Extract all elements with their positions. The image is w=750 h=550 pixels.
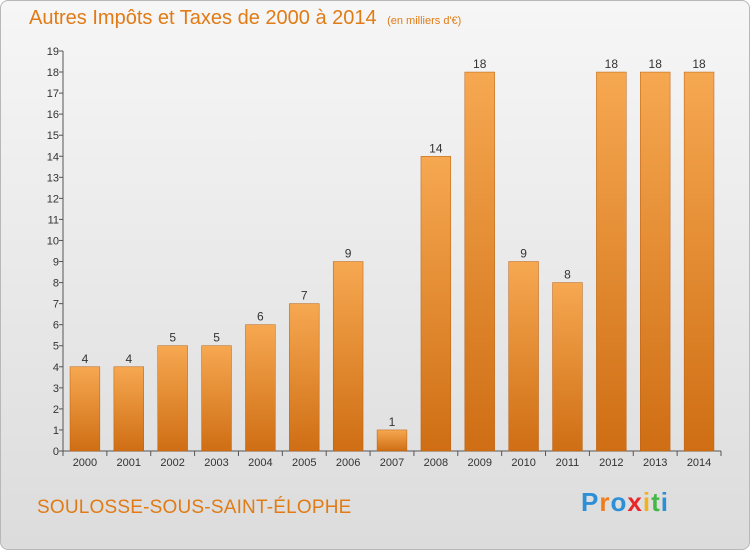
y-tick-label: 10 — [47, 235, 59, 247]
y-tick-label: 4 — [53, 362, 59, 374]
data-label: 7 — [301, 289, 308, 303]
bar — [464, 71, 495, 452]
data-label: 6 — [257, 310, 264, 324]
logo-letter: i — [660, 487, 669, 517]
x-tick-label: 2006 — [336, 457, 360, 469]
bars — [69, 71, 715, 452]
x-tick-label: 2008 — [424, 457, 448, 469]
y-tick-label: 1 — [53, 425, 59, 437]
data-label: 18 — [605, 57, 619, 71]
data-label: 4 — [82, 352, 89, 366]
y-tick-label: 14 — [47, 151, 59, 163]
data-label: 5 — [169, 331, 176, 345]
data-label: 4 — [125, 352, 132, 366]
bar — [640, 71, 671, 452]
y-tick-label: 15 — [47, 130, 59, 142]
y-tick-label: 2 — [53, 404, 59, 416]
y-tick-label: 16 — [47, 109, 59, 121]
data-label: 8 — [564, 268, 571, 282]
x-tick-label: 2000 — [73, 457, 97, 469]
x-tick-label: 2012 — [599, 457, 623, 469]
x-tick-label: 2002 — [160, 457, 184, 469]
bar — [508, 261, 539, 452]
bar — [113, 366, 144, 452]
y-tick-label: 19 — [47, 46, 59, 58]
data-label: 9 — [345, 247, 352, 261]
y-tick-label: 6 — [53, 320, 59, 332]
bar — [376, 429, 408, 452]
x-axis: 2000 2001 2002 2003 2004 2005 2006 2007 2008 2009… — [62, 450, 722, 469]
data-label: 14 — [429, 141, 443, 155]
x-tick-label: 2001 — [117, 457, 141, 469]
data-label: 18 — [473, 57, 487, 71]
data-label: 9 — [520, 247, 527, 261]
logo-letter: P — [581, 487, 600, 517]
x-tick-label: 2013 — [643, 457, 667, 469]
data-label: 1 — [389, 415, 396, 429]
bar — [289, 303, 320, 452]
data-label: 18 — [692, 57, 706, 71]
bar — [552, 282, 583, 452]
x-tick-label: 2007 — [380, 457, 404, 469]
data-label: 18 — [649, 57, 663, 71]
x-tick-label: 2011 — [556, 457, 580, 469]
chart-title: Autres Impôts et Taxes de 2000 à 2014 — [29, 7, 377, 29]
bar — [420, 156, 452, 452]
x-tick-label: 2014 — [687, 457, 711, 469]
y-tick-label: 5 — [53, 341, 59, 353]
logo-letter: x — [627, 487, 643, 517]
y-tick-label: 9 — [53, 257, 59, 269]
y-tick-label: 17 — [47, 88, 59, 100]
logo-letter: r — [599, 487, 611, 517]
bar — [69, 366, 101, 452]
y-tick-label: 8 — [53, 278, 59, 290]
y-tick-label: 7 — [53, 299, 59, 311]
logo-letter: t — [651, 487, 661, 517]
bar — [157, 345, 188, 452]
title-row: Autres Impôts et Taxes de 2000 à 2014 (e… — [29, 7, 461, 30]
bar — [596, 71, 627, 452]
logo-letter: i — [642, 487, 652, 517]
commune-name: SOULOSSE-SOUS-SAINT-ÉLOPHE — [37, 497, 352, 518]
bar — [683, 71, 715, 452]
proxiti-logo: Proxiti — [581, 487, 669, 518]
y-tick-label: 0 — [53, 446, 59, 458]
x-tick-label: 2010 — [511, 457, 535, 469]
y-tick-label: 18 — [47, 67, 59, 79]
x-tick-label: 2004 — [248, 457, 272, 469]
bar — [201, 345, 232, 452]
x-tick-label: 2005 — [292, 457, 316, 469]
chart-subtitle: (en milliers d'€) — [387, 15, 462, 27]
bar — [245, 324, 276, 452]
bar — [332, 261, 364, 452]
y-tick-label: 13 — [47, 172, 59, 184]
x-tick-label: 2009 — [467, 457, 491, 469]
y-tick-label: 11 — [48, 214, 59, 226]
data-labels: 4 4 5 5 6 7 9 1 14 18 9 8 18 18 18 — [82, 57, 706, 429]
data-label: 5 — [213, 331, 220, 345]
x-tick-label: 2003 — [204, 457, 228, 469]
y-tick-label: 12 — [47, 193, 59, 205]
y-tick-label: 3 — [53, 383, 59, 395]
logo-letter: o — [610, 487, 628, 517]
